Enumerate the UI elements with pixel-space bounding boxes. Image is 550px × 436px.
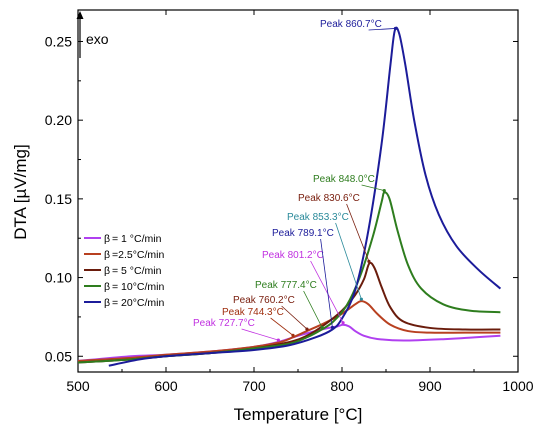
peak-marker [330,325,335,330]
exo-label: exo [86,31,109,47]
peak-leader [361,184,385,191]
peak-marker [320,325,324,330]
series-line-2 [77,300,501,362]
exo-indicator: exo [76,11,109,58]
legend-symbol: β [104,233,110,245]
peak-leader [335,222,362,300]
peak-leader [270,317,294,336]
peak-label: Peak 760.2°C [233,295,295,306]
x-tick-label: 500 [66,378,90,394]
plot-frame [77,9,519,373]
legend-label: =2.5°C/min [112,249,165,261]
peak-label: Peak 848.0°C [313,174,375,185]
peak-annotation: Peak 830.6°C [298,193,371,263]
y-tick-label: 0.10 [45,270,72,286]
legend-label: = 1 °C/min [112,233,162,245]
peak-leader [320,238,333,328]
series-line-5 [108,26,502,367]
legend-symbol: β [104,265,110,277]
peak-leader [241,328,279,341]
peak-leader [346,203,370,262]
peak-label: Peak 853.3°C [287,212,349,223]
plot-area [77,9,519,373]
x-tick-label: 600 [154,378,178,394]
peak-marker [359,297,363,301]
peak-annotation: Peak 853.3°C [287,212,363,301]
peak-leader [281,305,308,330]
peak-marker [367,259,371,263]
legend-symbol: β [104,281,110,293]
axis-ticks [77,10,519,372]
peak-marker [393,26,398,31]
y-axis-title: DTA [µV/mg] [11,144,30,239]
legend-symbol: β [104,249,110,261]
peak-label: Peak 789.1°C [272,228,334,239]
peak-label: Peak 830.6°C [298,193,360,204]
peak-marker [291,333,295,337]
peak-annotation: Peak 777.4°C [255,280,324,330]
peak-marker [276,338,280,342]
exo-arrow-head [76,11,84,19]
y-tick-label: 0.05 [45,348,72,364]
peak-annotation: Peak 744.3°C [222,307,295,337]
peak-annotation: Peak 760.2°C [233,295,309,331]
x-axis-title: Temperature [°C] [234,405,363,424]
peak-leader [368,28,396,31]
peak-annotation: Peak 727.7°C [193,318,280,342]
peak-label: Peak 744.3°C [222,307,284,318]
peak-marker [341,321,345,325]
peak-label: Peak 860.7°C [320,19,382,30]
x-tick-label: 900 [418,378,442,394]
legend-label: = 20°C/min [112,297,165,309]
peak-leader [303,290,323,328]
y-tick-label: 0.20 [45,112,72,128]
y-tick-label: 0.15 [45,191,72,207]
peak-label: Peak 727.7°C [193,318,255,329]
peak-label: Peak 801.2°C [262,250,324,261]
legend-symbol: β [104,297,110,309]
x-tick-label: 1000 [502,378,533,394]
series-layer [77,26,502,367]
peak-leader [310,260,344,323]
peak-annotation: Peak 848.0°C [313,174,386,193]
peak-marker [305,327,309,331]
peak-marker [382,188,386,193]
legend-label: = 5 °C/min [112,265,162,277]
x-tick-label: 700 [242,378,266,394]
peak-label: Peak 777.4°C [255,280,317,291]
legend-label: = 10°C/min [112,281,165,293]
peak-annotation: Peak 801.2°C [262,250,345,325]
y-tick-label: 0.25 [45,33,72,49]
x-tick-label: 800 [330,378,354,394]
tick-labels: 500 600 700 800 900 1000 0.05 0.10 0.15 0.20 0.25 [45,33,534,394]
peak-annotation: Peak 789.1°C [272,228,335,330]
peak-annotation: Peak 860.7°C [320,19,398,31]
